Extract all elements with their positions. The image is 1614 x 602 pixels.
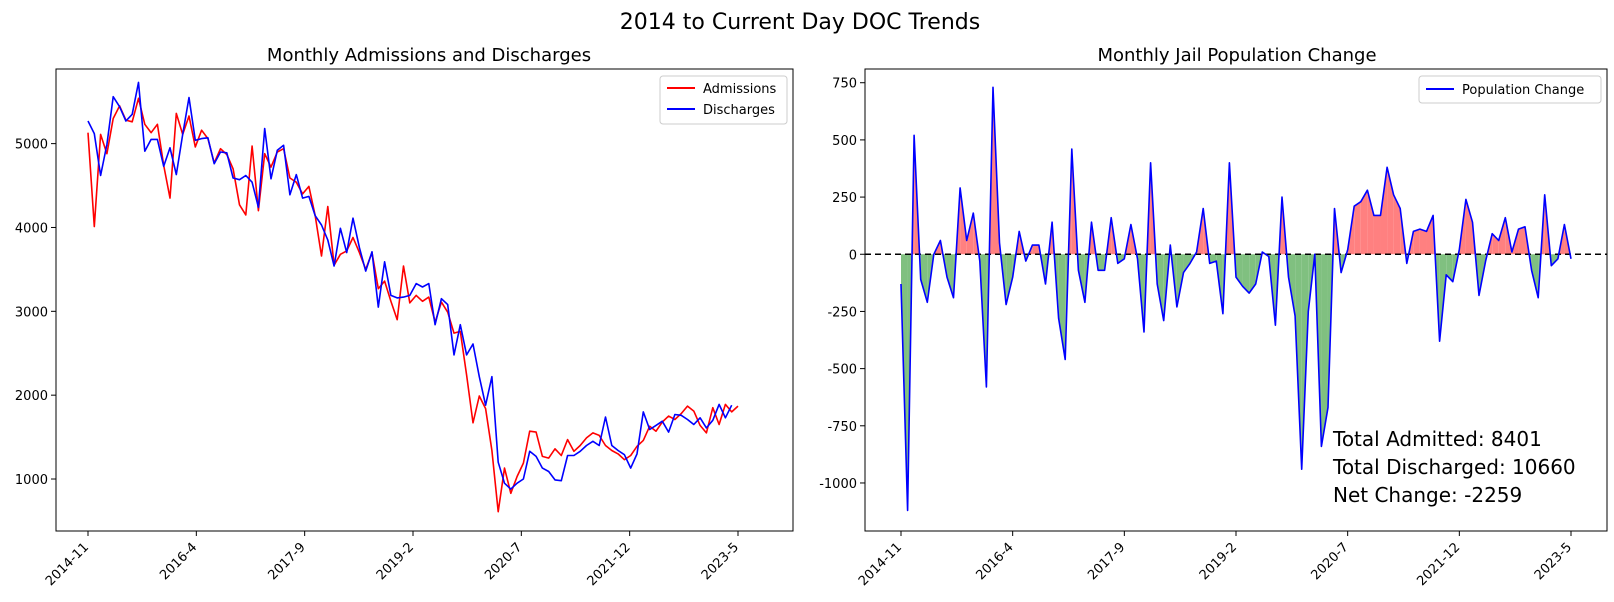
area-segment-negative [1183,254,1191,273]
area-segment-negative [1078,254,1085,303]
x-tick-label: 2020-7 [1309,540,1352,583]
y-tick-label: 2000 [15,389,48,404]
figure-suptitle: 2014 to Current Day DOC Trends [620,10,980,35]
area-segment-positive [1367,190,1374,255]
x-tick-label: 2017-9 [266,540,309,583]
area-segment-negative [1249,254,1256,294]
legend-label: Discharges [703,103,775,118]
plot-frame [55,68,794,532]
y-tick-label: 500 [832,134,857,149]
legend: Admissions Discharges [659,75,788,125]
x-tick-label: 2020-7 [482,540,525,583]
chart-population-change: Monthly Jail Population Change -1000 -750… [819,45,1608,589]
area-segment-negative [1242,254,1250,294]
series-line-admissions [87,97,739,513]
x-tick-label: 2016-4 [157,540,200,583]
y-tick-label: 750 [832,77,857,92]
area-segment-positive [1419,229,1427,255]
y-tick-label: 3000 [15,305,48,320]
chart-title: Monthly Admissions and Discharges [267,45,591,66]
y-tick-label: -750 [827,420,857,435]
area-segment-positive [1373,215,1381,255]
legend-label: Population Change [1462,83,1584,98]
area-segment-negative [1098,254,1105,271]
area-segment-positive [1498,217,1506,255]
y-tick-label: 5000 [15,138,48,153]
area-segment-positive [1360,190,1368,255]
plot-frame [864,68,1608,532]
x-tick-label: 2021-12 [585,540,634,589]
x-tick-label: 2019-2 [1197,540,1240,583]
area-segment-negative [1531,254,1539,298]
y-tick-label: -500 [827,363,857,378]
area-segment-negative [1157,254,1164,321]
area-segment-negative [1446,254,1453,282]
legend-label: Admissions [703,82,777,97]
x-tick-label: 2014-11 [856,540,905,589]
area-segment-positive [1413,229,1420,255]
area-segment-negative [946,254,954,298]
area-segment-positive [1426,215,1434,255]
x-tick-label: 2019-2 [374,540,417,583]
x-tick-label: 2016-4 [974,540,1017,583]
annotation-total-admitted: Total Admitted: 8401 [1332,427,1542,451]
y-tick-label: -1000 [819,477,857,492]
area-segment-negative [1288,254,1296,317]
series-line-population-change [900,86,1572,512]
area-segment-positive [1354,201,1361,255]
area-segment-positive [1380,167,1388,255]
x-tick-label: 2021-12 [1414,540,1463,589]
legend-box [1418,75,1602,104]
area-segment-negative [1321,254,1328,447]
legend: Population Change [1418,75,1602,104]
area-segment-negative [1006,254,1013,305]
area-segment-positive [1465,199,1473,255]
chart-admissions-discharges: Monthly Admissions and Discharges 1000 20… [15,45,794,589]
y-tick-label: 250 [832,191,857,206]
y-tick-label: 0 [849,248,857,263]
area-segment-positive [1393,194,1401,255]
totals-annotation: Total Admitted: 8401 Total Discharged: 1… [1332,427,1576,507]
y-tick-label: 4000 [15,221,48,236]
area-segment-negative [1176,254,1184,307]
chart-title: Monthly Jail Population Change [1097,45,1376,66]
x-tick-label: 2017-9 [1085,540,1128,583]
x-tick-label: 2014-11 [43,540,92,589]
annotation-total-discharged: Total Discharged: 10660 [1332,455,1576,479]
area-segment-negative [1117,254,1125,264]
area-segment-positive [1032,245,1039,255]
x-tick-label: 2023-5 [1532,540,1575,583]
area-segment-negative [1341,254,1347,273]
area-segment-negative [920,254,928,303]
area-segment-positive [1518,226,1526,255]
area-segment-positive [1492,233,1499,255]
y-tick-label: 1000 [15,473,48,488]
series-line-discharges [87,81,733,490]
annotation-net-change: Net Change: -2259 [1333,483,1522,507]
x-tick-label: 2023-5 [699,540,742,583]
y-tick-label: -250 [827,305,857,320]
area-segment-negative [1058,254,1066,360]
